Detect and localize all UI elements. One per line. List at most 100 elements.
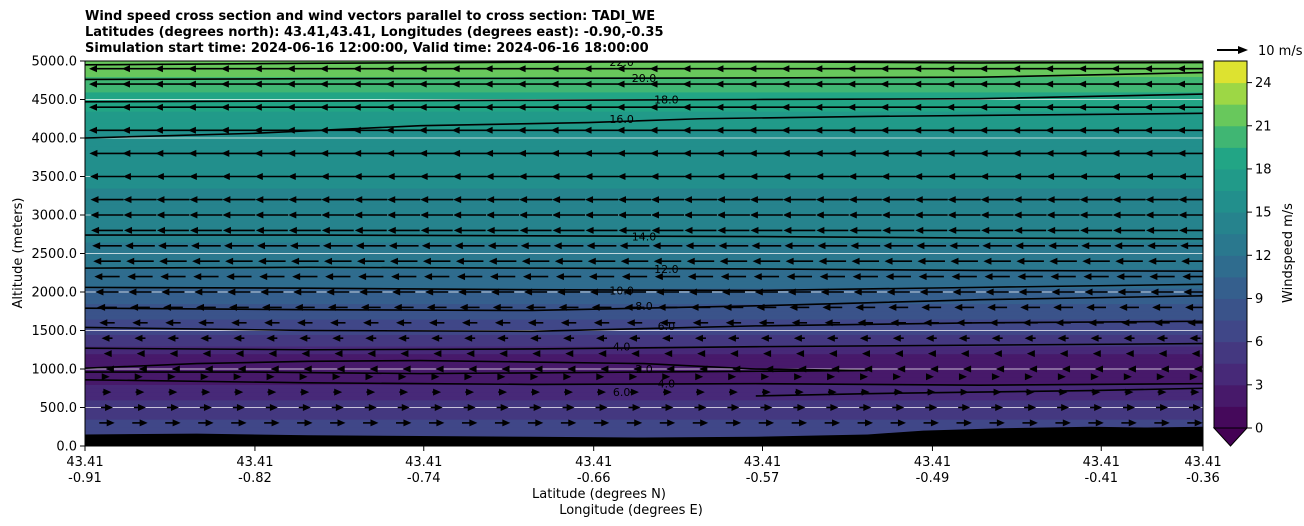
wind-vector-head xyxy=(191,242,200,250)
windspeed-band xyxy=(85,149,1203,154)
wind-vector-head xyxy=(979,149,988,157)
wind-vector-head xyxy=(1016,257,1025,265)
wind-vector-head xyxy=(189,226,198,234)
y-tick-label: 5000.0 xyxy=(32,55,78,70)
wind-vector-head xyxy=(632,404,641,411)
wind-vector-head xyxy=(517,65,526,73)
wind-vector-head xyxy=(193,273,202,281)
wind-vector-head xyxy=(89,103,97,111)
wind-vector-head xyxy=(1185,303,1194,311)
wind-vector-head xyxy=(1012,149,1021,157)
colorbar-segment xyxy=(1214,298,1247,321)
wind-vector-head xyxy=(533,404,542,411)
windspeed-band xyxy=(85,403,1203,409)
windspeed-band xyxy=(85,338,1203,343)
wind-vector-head xyxy=(552,226,561,234)
wind-vector-head xyxy=(499,350,508,358)
windspeed-band xyxy=(85,349,1203,355)
wind-vector-head xyxy=(258,257,267,265)
wind-vector-head xyxy=(330,319,339,327)
windspeed-band xyxy=(85,330,1203,335)
wind-vector-head xyxy=(653,257,662,265)
wind-vector-head xyxy=(659,319,668,327)
wind-vector-head xyxy=(1182,273,1191,281)
wind-vector-head xyxy=(852,273,861,281)
wind-vector-head xyxy=(204,365,213,373)
wind-vector-head xyxy=(585,226,594,234)
wind-vector-head xyxy=(554,257,563,265)
colorbar-segment xyxy=(1214,147,1247,170)
wind-vector-head xyxy=(649,149,658,157)
wind-vector-head xyxy=(963,419,972,427)
wind-vector-head xyxy=(954,303,963,311)
x-axis-label-latitude: Latitude (degrees N) xyxy=(532,487,666,502)
wind-vector-head xyxy=(222,226,231,234)
wind-vector-head xyxy=(929,404,938,411)
wind-vector-head xyxy=(235,388,244,396)
wind-vector-head xyxy=(913,103,922,111)
wind-vector-head xyxy=(913,149,922,157)
wind-vector-head xyxy=(1161,419,1170,427)
wind-vector-head xyxy=(1193,365,1202,373)
wind-vector-head xyxy=(754,288,763,296)
windspeed-band xyxy=(85,419,1203,424)
wind-vector-head xyxy=(464,373,473,381)
wind-vector-head xyxy=(596,334,605,342)
wind-vector-head xyxy=(583,80,592,88)
wind-vector-head xyxy=(593,319,602,327)
wind-vector-head xyxy=(261,303,270,311)
wind-vector-head xyxy=(980,196,989,204)
wind-vector-head xyxy=(488,257,497,265)
windspeed-band xyxy=(85,265,1203,270)
wind-vector-head xyxy=(1081,242,1090,250)
wind-vector-head xyxy=(401,404,410,411)
wind-vector-head xyxy=(896,404,905,411)
wind-vector-head xyxy=(353,173,362,180)
wind-vector-head xyxy=(266,373,275,381)
wind-vector-head xyxy=(1119,303,1128,311)
x-tick-label-lat: 43.41 xyxy=(405,455,442,470)
wind-vector-head xyxy=(586,242,595,250)
wind-vector-head xyxy=(297,319,306,327)
wind-vector-head xyxy=(631,350,640,358)
wind-vector-head xyxy=(688,288,697,296)
wind-vector-head xyxy=(1017,273,1026,281)
wind-vector-head xyxy=(389,257,398,265)
isotach-label: 8.0 xyxy=(635,300,653,313)
x-tick-label-lat: 43.41 xyxy=(1184,455,1221,470)
windspeed-band xyxy=(85,276,1203,282)
wind-vector-head xyxy=(154,80,163,88)
wind-vector-head xyxy=(695,373,704,381)
wind-vector-head xyxy=(719,257,728,265)
wind-vector-head xyxy=(464,334,473,342)
wind-vector-head xyxy=(94,273,103,281)
wind-vector-head xyxy=(352,103,361,111)
windspeed-band xyxy=(85,222,1203,228)
wind-vector-head xyxy=(960,350,969,358)
wind-vector-head xyxy=(1178,196,1187,204)
wind-vector-head xyxy=(95,288,104,296)
wind-vector-head xyxy=(269,404,278,411)
isotach-label: 4.0 xyxy=(658,378,676,391)
wind-vector-head xyxy=(160,273,169,281)
wind-vector-head xyxy=(946,149,955,157)
chart-title-line-1: Wind speed cross section and wind vector… xyxy=(85,9,655,24)
wind-vector-head xyxy=(784,242,793,250)
wind-vector-head xyxy=(981,226,990,234)
wind-vector-head xyxy=(385,103,394,111)
wind-vector-head xyxy=(1189,373,1198,381)
wind-vector-head xyxy=(187,103,196,111)
windspeed-band xyxy=(85,311,1203,316)
wind-vector-head xyxy=(517,80,526,88)
wind-vector-head xyxy=(485,173,494,180)
wind-vector-head xyxy=(502,419,511,427)
wind-vector-head xyxy=(302,404,311,411)
wind-vector-head xyxy=(1092,350,1101,358)
x-tick-label-lat: 43.41 xyxy=(575,455,612,470)
wind-vector-head xyxy=(522,273,531,281)
wind-vector-head xyxy=(519,226,528,234)
wind-vector-head xyxy=(950,257,959,265)
quiver-key-label: 10 m/s xyxy=(1258,44,1303,59)
wind-vector-head xyxy=(1079,196,1088,204)
isotach-label: 2.0 xyxy=(635,363,653,376)
